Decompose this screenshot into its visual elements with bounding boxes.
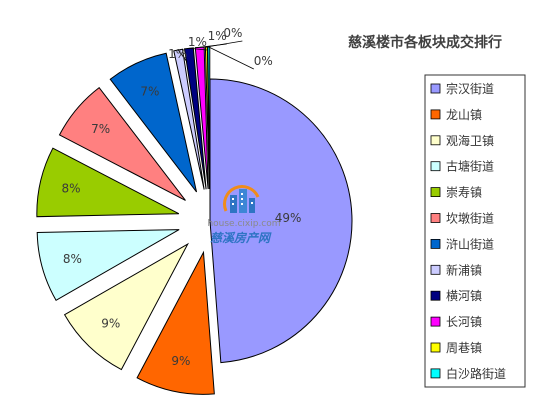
slice-value-label: 7% — [91, 122, 110, 136]
watermark-name: 慈溪房产网 — [210, 231, 272, 245]
leader-line — [208, 46, 254, 70]
legend-swatch — [430, 290, 441, 301]
pie-labels: 49%9%9%8%8%7%7%1%1% 1%0%0% — [61, 26, 301, 368]
pie-slice — [36, 147, 180, 218]
legend-label: 新浦镇 — [446, 262, 482, 277]
leader-line — [206, 40, 243, 48]
legend-box — [424, 74, 526, 388]
legend-swatch — [430, 213, 441, 223]
slice-value-label: 49% — [275, 211, 302, 225]
legend: 宗汉街道龙山镇观海卫镇古塘街道崇寿镇坎墩街道浒山街道新浦镇横河镇长河镇周巷镇白沙… — [424, 74, 526, 388]
legend-swatch — [430, 316, 441, 327]
legend-label: 浒山街道 — [446, 237, 494, 251]
slice-value-label: 0% — [223, 26, 242, 40]
legend-label: 宗汉街道 — [446, 81, 494, 96]
leader-line — [188, 47, 207, 51]
slice-value-label: 0% — [254, 54, 273, 68]
slice-value-label: 8% — [61, 182, 80, 196]
slice-value-label: 8% — [63, 252, 82, 266]
watermark-url: house.cixip.com — [207, 219, 280, 229]
pie-slice — [63, 242, 190, 371]
pie-slice — [109, 52, 198, 193]
legend-swatch — [430, 161, 441, 172]
slice-value-label: 9% — [171, 354, 190, 368]
watermark: house.cixip.com 慈溪房产网 — [207, 185, 281, 245]
pie-slice — [36, 229, 180, 301]
legend-swatch — [430, 342, 441, 353]
legend-swatch — [430, 135, 441, 146]
slice-value-label: 1% — [208, 29, 227, 43]
legend-label: 坎墩街道 — [446, 212, 494, 226]
legend-label: 观海卫镇 — [446, 133, 494, 148]
slice-value-label: 9% — [101, 317, 120, 331]
legend-label: 白沙路街道 — [446, 366, 506, 381]
chart-title: 慈溪楼市各板块成交排行 — [348, 34, 502, 51]
pie-slice — [183, 47, 207, 190]
legend-swatch — [430, 109, 441, 120]
legend-swatch — [430, 368, 441, 379]
legend-label: 崇寿镇 — [446, 186, 482, 200]
legend-swatch — [430, 264, 441, 275]
slice-value-label: 1% — [168, 47, 187, 61]
building-logo-icon — [223, 185, 260, 213]
legend-label: 横河镇 — [446, 289, 482, 303]
legend-swatch — [430, 187, 441, 198]
pie-slice — [136, 250, 215, 395]
slice-value-label: 1% — [188, 35, 207, 49]
legend-label: 周巷镇 — [446, 341, 482, 355]
pie-slice — [58, 86, 186, 201]
pie-slice — [209, 78, 353, 364]
legend-swatch — [430, 238, 441, 249]
legend-label: 长河镇 — [446, 315, 482, 329]
legend-label: 龙山镇 — [446, 108, 482, 122]
legend-swatch — [430, 83, 441, 94]
pie-slices — [36, 46, 353, 395]
legend-label: 古塘街道 — [446, 159, 494, 174]
leader-line — [177, 49, 188, 63]
slice-value-label: 7% — [140, 84, 159, 98]
